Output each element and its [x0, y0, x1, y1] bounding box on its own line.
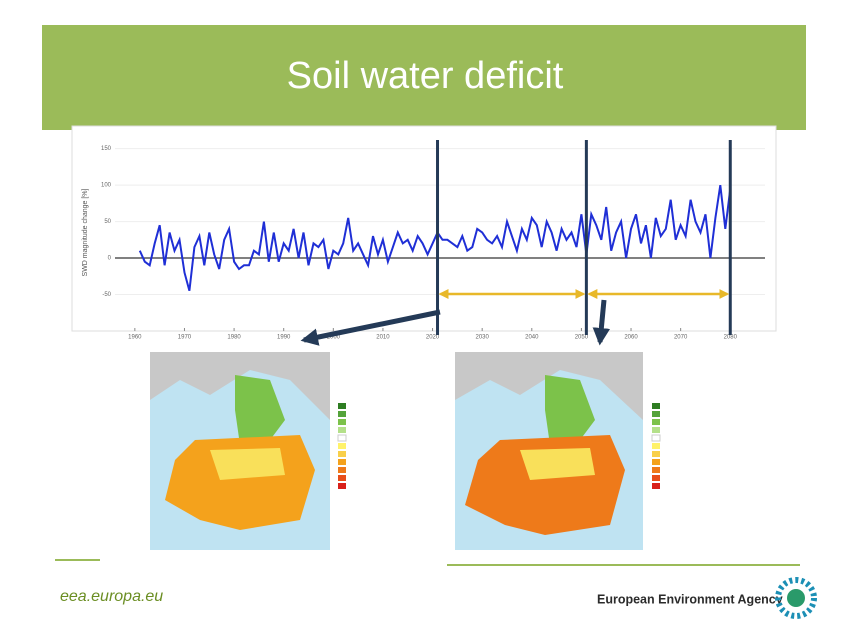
- header-band: [42, 25, 806, 130]
- slide-title: Soil water deficit: [287, 55, 564, 97]
- x-tick-label: 1990: [277, 335, 291, 341]
- x-tick-label: 2000: [327, 335, 341, 341]
- map-legend: [651, 403, 661, 489]
- pointer-arrow: [592, 299, 611, 346]
- x-tick-label: 1970: [178, 335, 192, 341]
- plot-area: [115, 137, 765, 328]
- x-tick-label: 2080: [724, 335, 738, 341]
- x-tick-label: 2060: [624, 335, 638, 341]
- y-tick-label: 150: [101, 146, 112, 152]
- data-line: [138, 184, 732, 292]
- y-tick-label: 100: [101, 183, 112, 189]
- chart: -50 0 50 100 150 1960 1970 1980 1990 2000 2010 2020…: [82, 137, 765, 341]
- x-tick-label: 2050: [575, 335, 589, 341]
- y-axis-label: SWD magnitude change [%]: [82, 188, 89, 276]
- map-legend: [337, 403, 347, 489]
- x-tick-label: 2030: [475, 335, 489, 341]
- y-tick-label: -50: [102, 292, 111, 298]
- x-tick-label: 2040: [525, 335, 539, 341]
- y-tick-label: 0: [108, 256, 112, 262]
- y-tick-label: 50: [104, 219, 111, 225]
- x-tick-label: 1960: [128, 335, 142, 341]
- footer-agency: European Environment Agency: [597, 592, 783, 606]
- footer-url: eea.europa.eu: [60, 588, 163, 605]
- pointer-arrow: [300, 309, 441, 346]
- map-right: [455, 352, 661, 550]
- x-tick-label: 2070: [674, 335, 688, 341]
- x-tick-label: 1980: [227, 335, 241, 341]
- x-tick-label: 2020: [426, 335, 440, 341]
- x-tick-label: 2010: [376, 335, 390, 341]
- map-left: [150, 352, 347, 550]
- agency-logo: [775, 577, 817, 619]
